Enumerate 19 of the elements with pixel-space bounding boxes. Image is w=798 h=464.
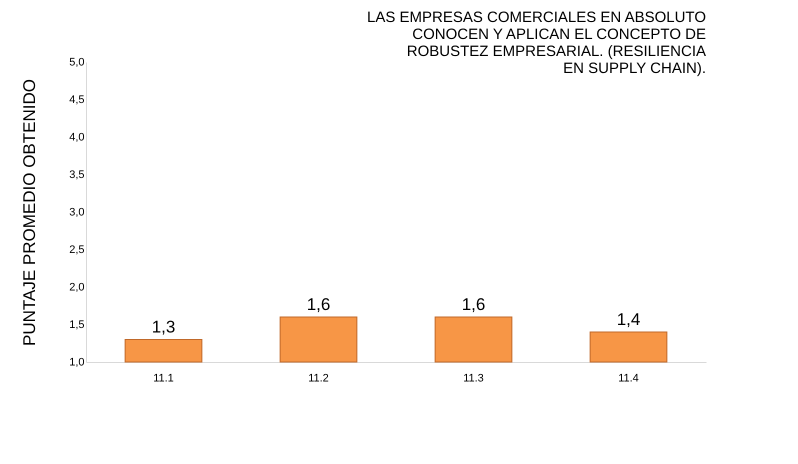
x-tick-label: 11.2 [308, 372, 329, 384]
y-tick-label: 5,0 [69, 56, 84, 68]
y-tick-label: 4,0 [69, 132, 84, 144]
y-tick-label: 4,5 [69, 94, 84, 106]
x-tick-label: 11.4 [618, 372, 639, 384]
y-axis-title: PUNTAJE PROMEDIO OBTENIDO [20, 79, 40, 346]
data-label: 1,6 [462, 295, 486, 314]
x-tick-label: 11.1 [153, 372, 174, 384]
y-tick-label: 2,0 [69, 282, 84, 294]
y-tick-label: 1,0 [69, 356, 84, 368]
y-tick-label: 1,5 [69, 319, 84, 331]
data-label: 1,3 [152, 318, 176, 336]
chart-title: LAS EMPRESAS COMERCIALES EN ABSOLUTO CONOCEN Y APLICAN EL CONCEPTO DE ROBUSTEZ EMPRESARIAL. (RESILIENCIA EN SUPPLY CHAIN). [367, 9, 706, 77]
data-label: 1,4 [616, 310, 640, 329]
y-tick-label: 3,5 [69, 169, 84, 181]
x-tick-label: 11.3 [463, 372, 484, 384]
y-tick-label: 3,0 [69, 206, 84, 218]
y-tick-label: 2,5 [69, 244, 84, 256]
data-label: 1,6 [306, 295, 330, 314]
